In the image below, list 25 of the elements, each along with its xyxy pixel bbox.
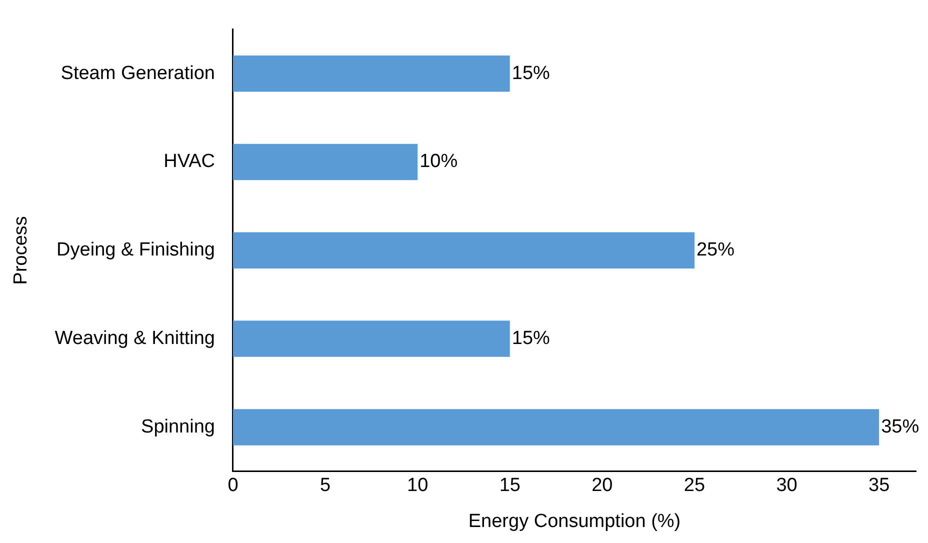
x-tick-label: 35 <box>868 475 890 496</box>
data-label: 35% <box>881 416 920 438</box>
x-tick-label: 0 <box>228 475 238 496</box>
data-label: 10% <box>420 151 458 172</box>
data-label: 15% <box>512 62 550 84</box>
data-label: 25% <box>696 240 735 261</box>
x-tick-label: 20 <box>592 475 613 496</box>
bar <box>232 320 510 357</box>
bar <box>232 409 880 446</box>
x-tick-label: 5 <box>320 475 331 496</box>
y-tick-label: Weaving & Knitting <box>54 328 215 350</box>
x-tick-label: 10 <box>407 475 428 496</box>
y-tick-label: HVAC <box>164 151 215 172</box>
x-tick-label: 15 <box>499 475 520 496</box>
data-label: 15% <box>512 328 550 350</box>
y-tick-label: Steam Generation <box>60 62 215 84</box>
x-tick-label: 30 <box>776 475 798 496</box>
bar <box>232 144 418 180</box>
y-tick-label: Dyeing & Finishing <box>56 240 215 261</box>
x-tick-label: 25 <box>684 475 706 496</box>
y-tick-label: Spinning <box>141 416 215 438</box>
x-axis-title: Energy Consumption (%) <box>468 510 681 532</box>
bar <box>232 232 694 269</box>
y-axis-title: Process <box>10 216 32 285</box>
bar <box>232 55 510 92</box>
